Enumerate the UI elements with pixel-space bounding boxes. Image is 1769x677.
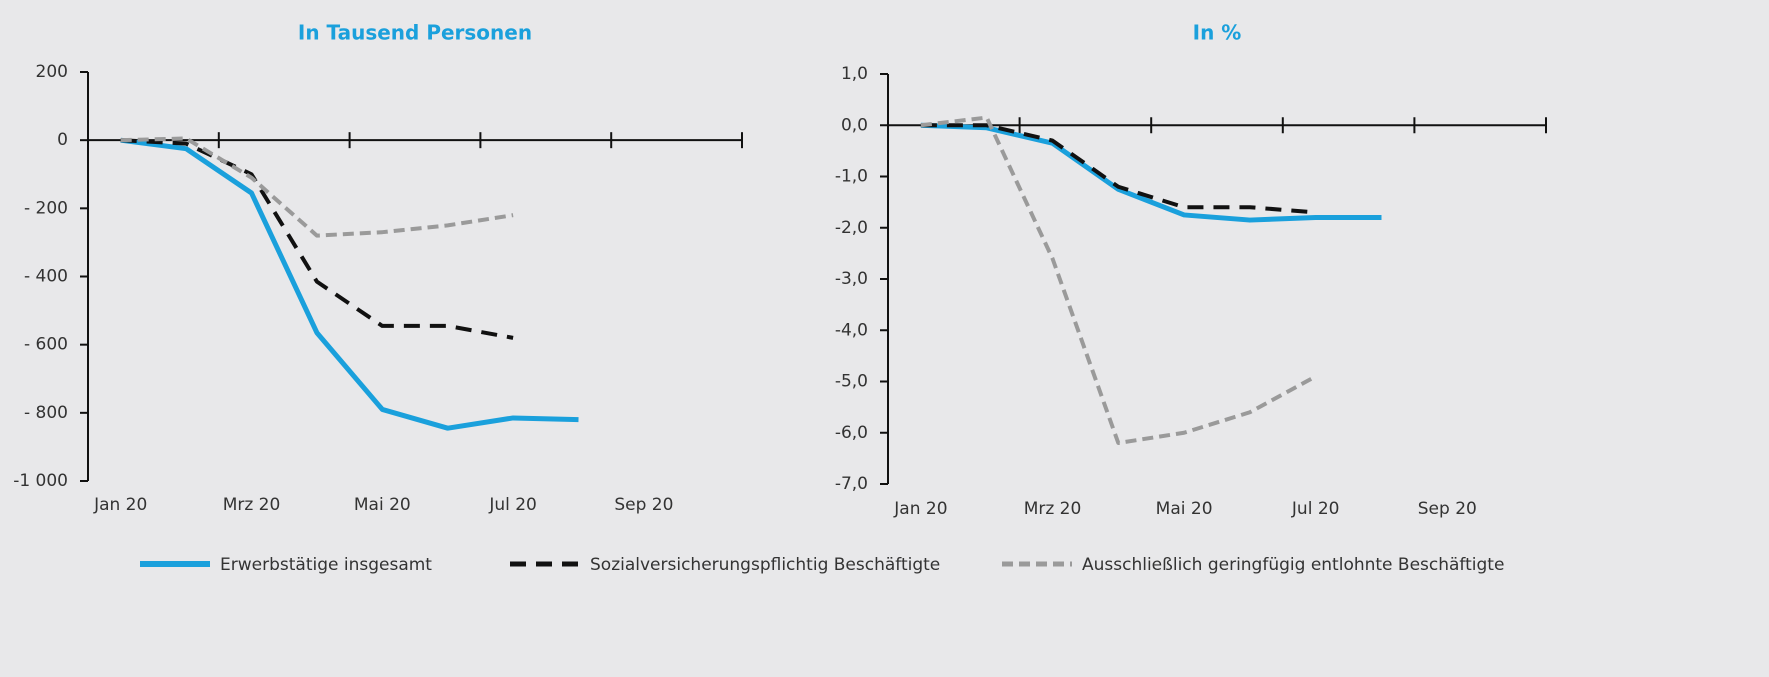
y-tick-label: - 400	[24, 267, 68, 287]
x-tick-label: Sep 20	[1418, 499, 1477, 519]
series-line	[920, 115, 1317, 445]
y-tick-label: -7,0	[835, 474, 868, 494]
y-tick-label: -5,0	[835, 372, 868, 392]
y-tick-label: -4,0	[835, 320, 868, 340]
x-tick-label: Jul 20	[1291, 499, 1340, 519]
y-tick-label: -1,0	[835, 167, 868, 187]
series-line	[920, 123, 1316, 215]
chart-title: In Tausend Personen	[298, 21, 532, 45]
legend-label: Sozialversicherungspflichtig Beschäftigt…	[590, 555, 940, 575]
x-tick-label: Mai 20	[354, 495, 411, 515]
y-tick-label: 200	[36, 62, 68, 82]
x-tick-label: Jan 20	[93, 495, 147, 515]
x-tick-label: Jan 20	[893, 499, 947, 519]
series-line	[920, 122, 1382, 223]
x-tick-label: Mrz 20	[1024, 499, 1082, 519]
y-tick-label: -1 000	[13, 471, 68, 491]
x-tick-label: Mrz 20	[223, 495, 281, 515]
series-line	[120, 138, 514, 340]
y-tick-label: - 600	[24, 335, 68, 355]
series-line	[120, 137, 579, 431]
y-tick-label: 0,0	[841, 115, 868, 135]
x-tick-label: Jul 20	[488, 495, 537, 515]
y-tick-label: -3,0	[835, 269, 868, 289]
y-tick-label: -2,0	[835, 218, 868, 238]
legend-label: Ausschließlich geringfügig entlohnte Bes…	[1082, 555, 1504, 575]
y-tick-label: 1,0	[841, 64, 868, 84]
y-tick-label: - 200	[24, 198, 68, 218]
x-tick-label: Sep 20	[614, 495, 673, 515]
y-tick-label: 0	[57, 130, 68, 150]
y-tick-label: -6,0	[835, 423, 868, 443]
chart-title: In %	[1193, 21, 1242, 45]
series-line	[120, 136, 514, 238]
y-tick-label: - 800	[24, 403, 68, 423]
x-tick-label: Mai 20	[1156, 499, 1213, 519]
legend-label: Erwerbstätige insgesamt	[220, 555, 432, 575]
